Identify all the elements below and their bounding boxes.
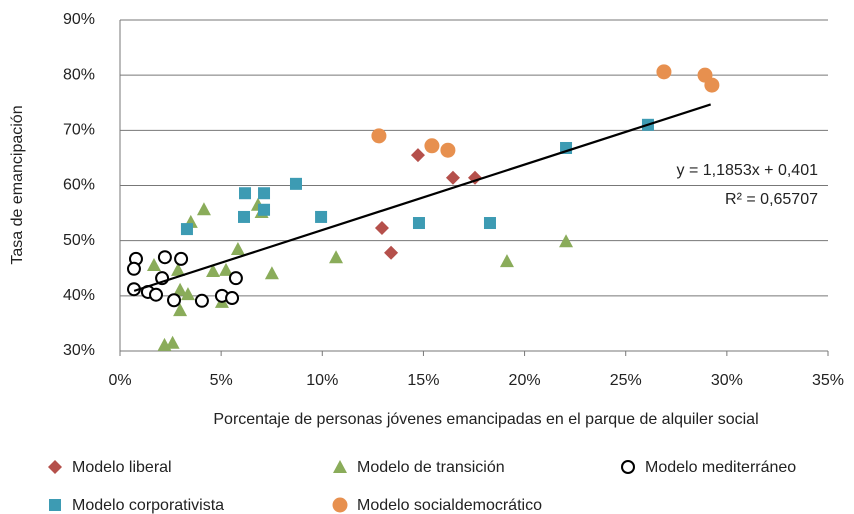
point [440,142,456,158]
y-tick-label: 80% [63,66,95,83]
legend-label: Modelo socialdemocrático [357,497,542,514]
point [374,220,389,235]
point [238,210,251,223]
x-tick-label: 35% [812,372,844,389]
legend-marker [332,497,348,513]
y-tick-label: 90% [63,11,95,28]
point [258,187,271,200]
x-tick-label: 0% [108,372,131,389]
point [559,234,574,248]
point [704,77,720,93]
y-tick-label: 30% [63,342,95,359]
point [126,261,141,276]
point [218,262,233,276]
y-axis-label: Tasa de emancipación [9,105,26,264]
point [180,287,195,301]
point [499,254,514,268]
point [424,138,440,154]
point [180,223,193,236]
point [445,170,460,185]
point [230,241,245,255]
x-tick-label: 25% [610,372,642,389]
x-tick-label: 5% [210,372,233,389]
point [225,291,240,306]
point [146,257,161,271]
y-tick-label: 60% [63,177,95,194]
point [289,177,302,190]
point [264,266,279,280]
legend-label: Modelo de transición [357,459,505,476]
point [384,245,399,260]
point [173,282,188,296]
point [483,217,496,230]
trend-equation: y = 1,1853x + 0,401 [677,162,819,179]
legend-marker [333,460,347,473]
point [173,303,188,317]
trend-line [133,103,712,292]
x-tick-label: 10% [306,372,338,389]
y-tick-label: 40% [63,287,95,304]
point [228,271,243,286]
legend-marker [621,460,635,474]
point [258,203,271,216]
point [239,187,252,200]
x-tick-label: 15% [407,372,439,389]
point [315,210,328,223]
x-tick-label: 20% [509,372,541,389]
x-tick-label: 30% [711,372,743,389]
legend-marker [49,499,61,511]
legend-label: Modelo liberal [72,459,172,476]
point [194,293,209,308]
legend-marker [48,460,62,474]
point [329,250,344,264]
point [167,293,182,308]
y-tick-label: 50% [63,232,95,249]
point [412,217,425,230]
trend-r2: R² = 0,65707 [725,191,818,208]
point [165,335,180,349]
point [410,148,425,163]
legend-label: Modelo corporativista [72,497,224,514]
point [157,250,172,265]
x-axis-label: Porcentaje de personas jóvenes emancipad… [213,411,758,428]
point [149,287,164,302]
point [206,264,221,278]
point [371,128,387,144]
y-tick-label: 70% [63,122,95,139]
point [656,64,672,80]
legend-label: Modelo mediterráneo [645,459,796,476]
point [171,262,186,276]
point [196,202,211,216]
point [174,251,189,266]
